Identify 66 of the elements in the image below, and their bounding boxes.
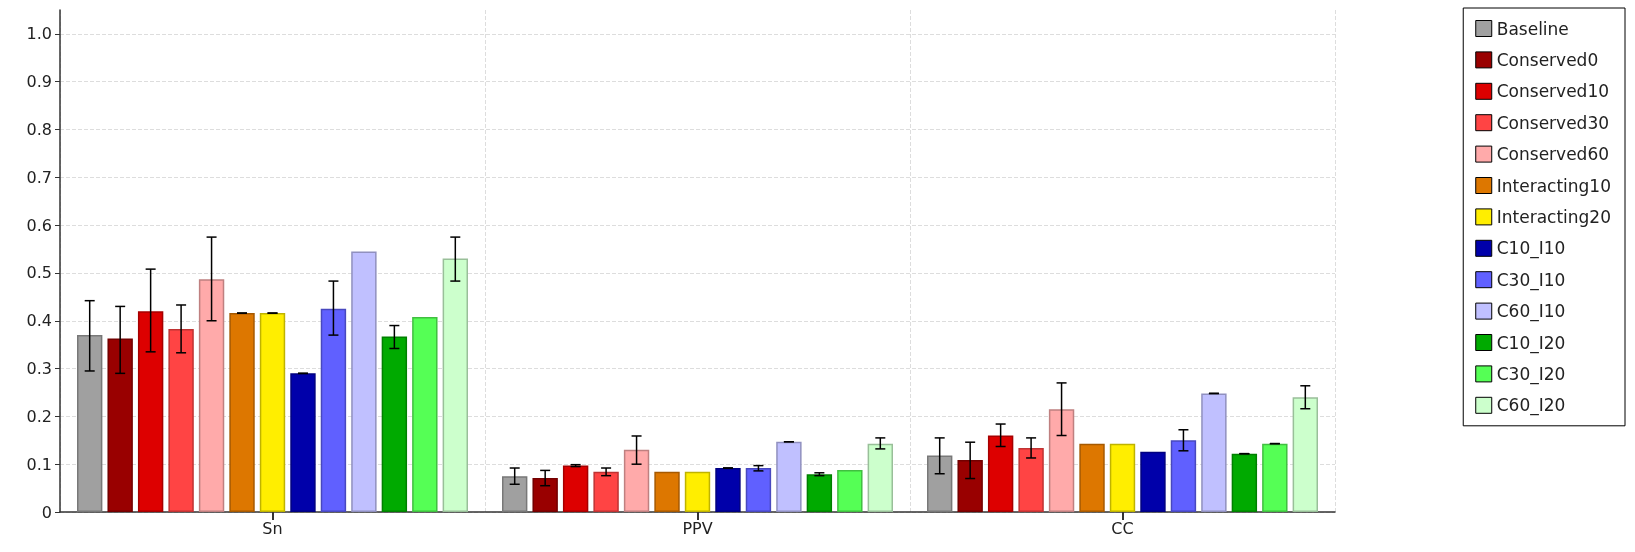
bar bbox=[532, 478, 558, 512]
bar bbox=[107, 338, 133, 512]
legend-label: Conserved60 bbox=[1496, 144, 1610, 165]
bar bbox=[259, 313, 286, 512]
legend-label: C30_I10 bbox=[1496, 269, 1566, 291]
x-tick-label: CC bbox=[1111, 518, 1134, 538]
bar bbox=[168, 328, 194, 512]
bar bbox=[715, 468, 741, 512]
bar bbox=[1201, 393, 1227, 512]
bar bbox=[137, 311, 164, 512]
bar bbox=[987, 435, 1014, 512]
bar bbox=[198, 279, 225, 512]
y-tick-label: 0.3 bbox=[26, 359, 52, 379]
legend-label: Conserved0 bbox=[1496, 49, 1599, 70]
bar bbox=[1048, 409, 1075, 512]
bar bbox=[502, 476, 528, 512]
x-tick-label: PPV bbox=[682, 518, 713, 538]
legend-label: C30_I20 bbox=[1496, 363, 1566, 385]
legend-label: Interacting10 bbox=[1496, 175, 1612, 196]
bar bbox=[593, 471, 619, 512]
bar bbox=[381, 336, 408, 512]
bar bbox=[562, 465, 589, 512]
y-tick-label: 0.4 bbox=[26, 311, 52, 331]
y-tick-label: 0.7 bbox=[26, 167, 52, 187]
bar bbox=[351, 251, 377, 512]
legend-label: C10_I10 bbox=[1496, 238, 1566, 260]
bar bbox=[806, 474, 833, 512]
bar bbox=[1262, 443, 1288, 512]
bar bbox=[1170, 440, 1197, 512]
y-tick-label: 0.1 bbox=[26, 454, 52, 474]
bar bbox=[1079, 443, 1105, 512]
legend-label: Conserved30 bbox=[1496, 112, 1610, 133]
y-tick-label: 0.2 bbox=[26, 406, 52, 426]
bar bbox=[1231, 453, 1258, 512]
bar bbox=[867, 443, 893, 512]
bar bbox=[957, 459, 983, 512]
legend-label: Interacting20 bbox=[1496, 206, 1612, 227]
legend-label: Conserved10 bbox=[1496, 81, 1610, 102]
y-tick-label: 1.0 bbox=[26, 24, 52, 44]
y-tick-label: 0.5 bbox=[26, 263, 52, 283]
y-tick-label: 0.9 bbox=[26, 72, 52, 92]
bar bbox=[1109, 443, 1136, 512]
legend-label: C60_I20 bbox=[1496, 395, 1566, 417]
bar bbox=[229, 313, 255, 512]
bar bbox=[442, 258, 468, 512]
bar bbox=[776, 441, 802, 512]
bar bbox=[1292, 397, 1318, 512]
legend-label: C10_I20 bbox=[1496, 332, 1566, 354]
bar bbox=[290, 373, 316, 512]
bar bbox=[320, 308, 347, 512]
legend-label: Baseline bbox=[1496, 18, 1569, 39]
bar bbox=[927, 455, 953, 512]
legend-label: C60_I10 bbox=[1496, 301, 1566, 323]
y-tick-label: 0 bbox=[41, 502, 52, 522]
bar bbox=[837, 469, 863, 512]
x-tick-label: Sn bbox=[262, 518, 283, 538]
bar bbox=[1140, 451, 1166, 512]
bar bbox=[623, 449, 650, 512]
bar bbox=[1018, 447, 1044, 512]
bar bbox=[684, 471, 711, 512]
y-tick-label: 0.6 bbox=[26, 215, 52, 235]
bar bbox=[77, 335, 103, 512]
bar bbox=[654, 471, 680, 512]
bar bbox=[745, 468, 772, 512]
y-tick-label: 0.8 bbox=[26, 120, 52, 140]
bar bbox=[412, 316, 438, 512]
